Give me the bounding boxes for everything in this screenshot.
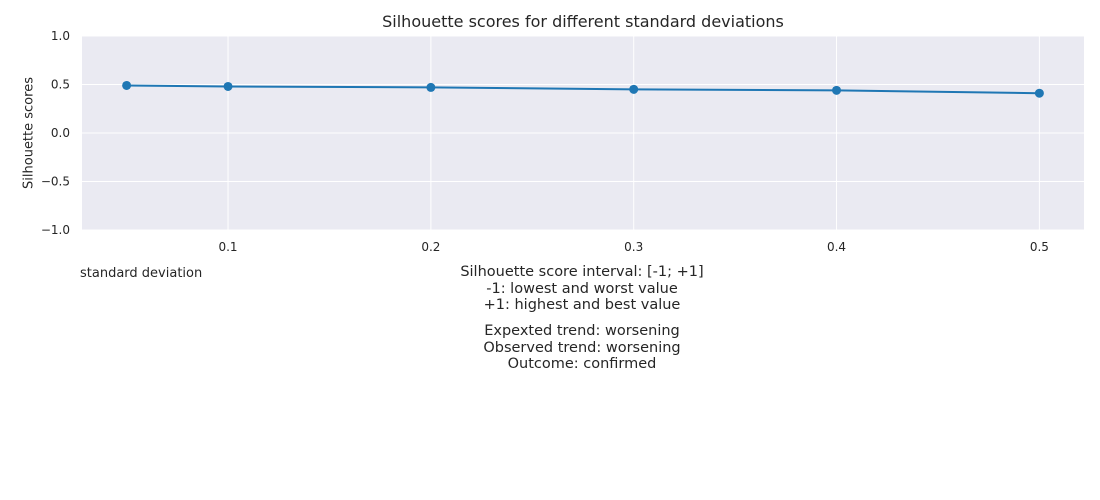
x-tick-label: 0.5: [1030, 240, 1049, 254]
note-line: Outcome: confirmed: [507, 356, 657, 372]
trend-note: Expexted trend: worsening Observed trend…: [380, 323, 784, 373]
x-tick-label: 0.4: [827, 240, 846, 254]
x-tick-label: 0.2: [421, 240, 440, 254]
note-line: Expexted trend: worsening: [484, 323, 680, 339]
data-point: [122, 80, 132, 90]
x-tick-label: 0.1: [218, 240, 237, 254]
data-point: [223, 81, 233, 91]
y-tick-label: 0.0: [51, 126, 70, 140]
note-line: Observed trend: worsening: [483, 339, 681, 356]
y-tick-label: 1.0: [51, 29, 70, 43]
y-axis-label: Silhouette scores: [21, 77, 37, 189]
series-line: [126, 84, 1040, 95]
note-line: Silhouette score interval: [-1; +1]: [460, 264, 704, 280]
y-tick-label: −1.0: [41, 223, 70, 237]
y-tick-label: 0.5: [51, 78, 70, 92]
note-line: +1: highest and best value: [483, 297, 681, 313]
x-axis-label: standard deviation: [80, 266, 203, 281]
score-interval-note: Silhouette score interval: [-1; +1] -1: …: [380, 264, 784, 314]
data-point: [1034, 88, 1044, 98]
y-tick-label: −0.5: [41, 175, 70, 189]
data-point: [426, 82, 436, 92]
x-tick-label: 0.3: [624, 240, 643, 254]
data-point: [832, 85, 842, 95]
note-line: -1: lowest and worst value: [486, 280, 678, 297]
data-point: [629, 84, 639, 94]
chart-title: Silhouette scores for different standard…: [382, 12, 784, 31]
